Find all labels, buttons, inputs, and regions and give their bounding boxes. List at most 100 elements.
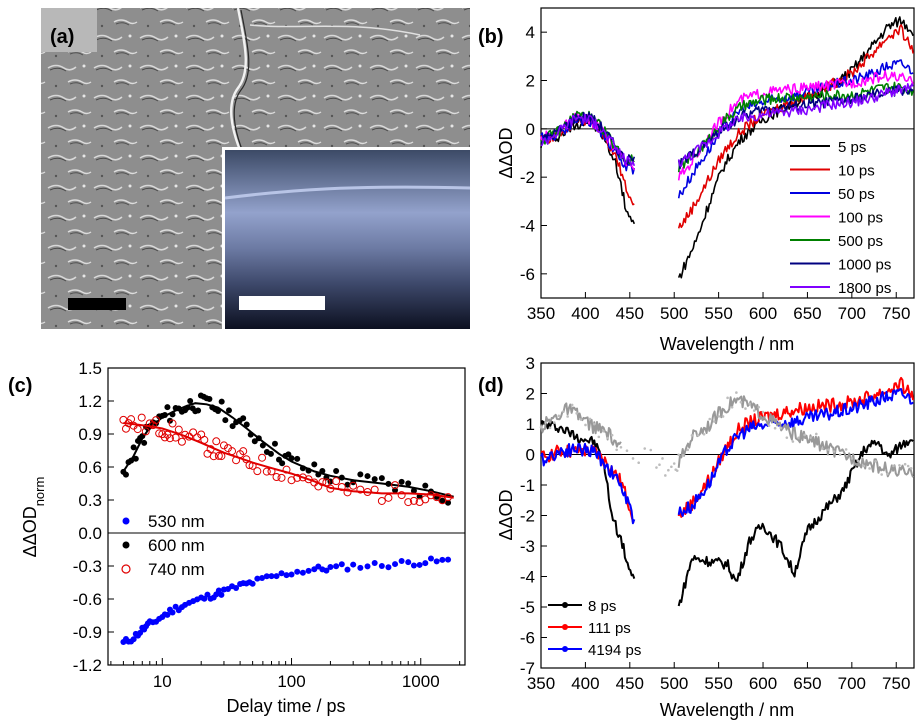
series-point <box>797 436 800 440</box>
series-point <box>427 555 434 562</box>
panel-a: (a) <box>41 7 471 329</box>
series-point <box>422 482 429 489</box>
x-tick-label: 500 <box>660 674 688 693</box>
series-point <box>310 478 319 487</box>
x-tick-label: 600 <box>749 304 777 323</box>
y-tick-label: -2 <box>520 168 535 187</box>
y-tick-label: 0 <box>526 120 535 139</box>
series-point <box>539 425 543 429</box>
legend-label: 600 nm <box>148 536 205 555</box>
series-point <box>677 453 680 457</box>
y-tick-label: 1.5 <box>78 359 102 378</box>
series-point <box>314 482 323 491</box>
series-line <box>540 442 636 525</box>
series-point <box>218 398 225 405</box>
series-point <box>844 448 848 451</box>
sem-label-box <box>41 8 97 52</box>
series-point <box>206 445 215 454</box>
series-point <box>322 478 331 487</box>
y-tick-label: -5 <box>520 598 535 617</box>
x-tick-label: 750 <box>882 674 910 693</box>
series-point <box>185 432 194 441</box>
series-point <box>717 415 721 418</box>
x-tick-label: 10 <box>153 672 172 691</box>
sem-inset-scale-bar <box>239 296 325 310</box>
series-point <box>128 457 135 464</box>
series-line <box>540 113 636 167</box>
series-point <box>410 487 417 494</box>
series-point <box>357 471 364 478</box>
series-point <box>181 430 190 439</box>
series-point <box>333 468 340 475</box>
series-point <box>397 491 406 500</box>
x-tick-label: 550 <box>704 674 732 693</box>
series-point <box>384 493 393 502</box>
legend-label: 530 nm <box>148 512 205 531</box>
series-point <box>444 493 453 502</box>
series-point <box>338 561 345 568</box>
series-point <box>278 570 285 577</box>
series-point <box>294 568 301 575</box>
series-point <box>779 426 783 430</box>
series-point <box>588 417 592 421</box>
series-point <box>385 480 392 487</box>
x-axis-label: Wavelength / nm <box>660 334 794 354</box>
x-tick-label: 1000 <box>402 672 440 691</box>
series-point <box>619 445 623 449</box>
series-point <box>174 425 183 434</box>
series-point <box>625 449 629 453</box>
series-point <box>333 563 340 570</box>
series-point <box>757 405 761 409</box>
series-point <box>416 561 423 568</box>
panel-label-d: (d) <box>478 375 504 397</box>
panel-c: 10 100 1000 -1.2 -0.9 -0.6 -0.3 0.0 0.3 0.6 0.9 1.2… <box>8 359 466 716</box>
y-axis-label-subscript: norm <box>32 477 47 507</box>
series-point <box>557 414 561 418</box>
legend-label: 1800 ps <box>838 280 891 297</box>
series-point <box>712 420 716 423</box>
series-point <box>215 587 222 594</box>
series-point <box>748 402 752 406</box>
series-point <box>730 406 734 409</box>
series-point <box>137 413 146 422</box>
series-point <box>602 429 605 433</box>
series-point <box>856 459 860 463</box>
series-point <box>343 488 352 497</box>
legend-label: 5 ps <box>838 139 866 156</box>
y-tick-label: 1.2 <box>78 392 102 411</box>
series-point <box>195 407 202 414</box>
y-tick-label: 2 <box>526 385 535 404</box>
series-point <box>288 571 295 578</box>
series-point <box>658 463 661 467</box>
series-point <box>344 481 351 488</box>
series-point <box>219 441 228 450</box>
series-point <box>327 563 334 570</box>
series-point <box>298 473 307 482</box>
y-tick-label: -6 <box>520 629 535 648</box>
x-tick-label: 550 <box>704 304 732 323</box>
series-point <box>239 447 248 456</box>
series-line <box>677 439 914 607</box>
series-point <box>439 497 446 504</box>
series-point <box>259 574 266 581</box>
series-point <box>177 437 186 446</box>
x-tick-label: 650 <box>793 674 821 693</box>
series-point <box>433 558 440 565</box>
series-point <box>702 432 706 436</box>
series-point <box>233 585 240 592</box>
series-point <box>171 433 180 442</box>
series-point <box>767 424 771 427</box>
y-axis-label: ΔΔODnorm <box>20 477 47 558</box>
series-line <box>677 70 914 181</box>
series-point <box>200 435 209 444</box>
series-point <box>356 485 365 494</box>
series-point <box>268 573 275 580</box>
legend-label: 4194 ps <box>588 642 641 659</box>
series-point <box>378 475 385 482</box>
series-point <box>332 477 341 486</box>
series-point <box>445 556 452 563</box>
series-point <box>584 423 587 427</box>
series-point <box>279 460 286 467</box>
series-point <box>222 417 229 424</box>
